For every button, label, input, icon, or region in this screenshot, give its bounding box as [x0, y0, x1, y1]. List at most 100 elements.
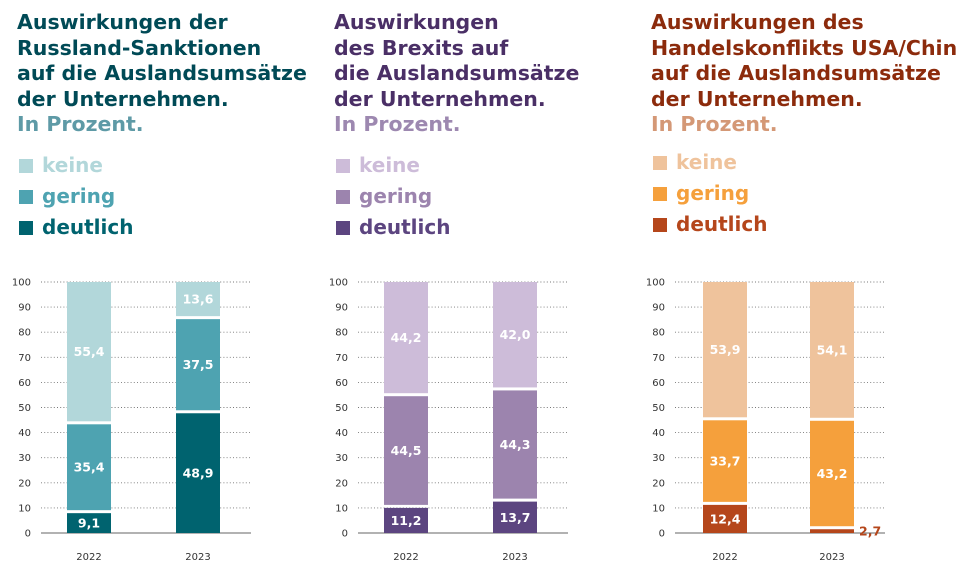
- chart-subtitle: In Prozent.: [17, 112, 144, 136]
- bar-segment-gering: [493, 390, 537, 499]
- bar-segment-deutlich: [176, 413, 220, 533]
- y-tick-label: 20: [335, 478, 348, 489]
- bar-segment-gering: [176, 319, 220, 411]
- legend-label: deutlich: [676, 212, 768, 236]
- legend-item-keine: keine: [334, 153, 594, 184]
- legend-swatch-icon: [336, 221, 350, 235]
- legend-item-gering: gering: [334, 184, 594, 215]
- chart-title: Auswirkungen der Russland-Sanktionen auf…: [17, 10, 317, 138]
- chart-title: Auswirkungen des Handelskonflikts USA/Ch…: [651, 10, 957, 138]
- y-tick-label: 70: [652, 353, 665, 364]
- data-label: 44,3: [500, 437, 531, 452]
- bar-segment-keine: [384, 282, 428, 394]
- data-label: 9,1: [78, 516, 100, 531]
- legend-label: gering: [676, 181, 750, 205]
- data-label: 13,6: [183, 292, 214, 307]
- y-tick-label: 0: [659, 529, 665, 540]
- legend-label: keine: [42, 153, 103, 177]
- title-line: der Unternehmen.: [651, 86, 863, 111]
- data-label: 53,9: [710, 342, 741, 357]
- y-tick-label: 70: [18, 353, 31, 364]
- data-label: 54,1: [817, 342, 848, 357]
- stacked-bar-chart: 0 10 20 30 40 50 60 70 80 90 100 12,4 33,7 53,9 2022 2,…: [646, 278, 885, 563]
- chart-title: Auswirkungen des Brexits auf die Ausland…: [334, 10, 634, 138]
- title-line: Auswirkungen des: [651, 10, 864, 34]
- bar-segment-deutlich: [67, 513, 111, 533]
- title-line: Auswirkungen: [334, 10, 499, 34]
- legend-swatch-icon: [19, 159, 33, 173]
- y-tick-label: 20: [18, 478, 31, 489]
- legend-item-keine: keine: [651, 150, 911, 181]
- bar-segment-gering: [67, 424, 111, 511]
- legend: keine gering deutlich: [17, 153, 277, 246]
- data-label: 55,4: [74, 344, 105, 359]
- y-tick-label: 30: [652, 453, 665, 464]
- legend-item-deutlich: deutlich: [334, 215, 594, 246]
- bar-segment-keine: [176, 282, 220, 317]
- legend-swatch-icon: [19, 190, 33, 204]
- title-line: die Auslandsumsätze: [334, 61, 580, 85]
- legend-item-gering: gering: [17, 184, 277, 215]
- bar-segment-gering: [384, 396, 428, 505]
- data-label: 43,2: [817, 466, 848, 481]
- y-tick-label: 40: [335, 428, 348, 439]
- bar-segment-keine: [810, 282, 854, 418]
- y-tick-label: 20: [652, 478, 665, 489]
- bar-segment-deutlich: [810, 529, 854, 533]
- data-label: 44,5: [391, 443, 422, 458]
- y-tick-label: 10: [652, 503, 665, 514]
- bar-segment-keine: [67, 282, 111, 422]
- y-tick-label: 90: [18, 303, 31, 314]
- data-label: 12,4: [710, 511, 741, 526]
- legend: keine gering deutlich: [651, 150, 911, 243]
- y-tick-label: 100: [12, 278, 31, 289]
- y-tick-label: 40: [652, 428, 665, 439]
- y-tick-label: 60: [652, 378, 665, 389]
- data-label: 33,7: [710, 454, 741, 469]
- x-tick-label: 2023: [502, 552, 527, 563]
- title-line: des Brexits auf: [334, 35, 509, 60]
- y-tick-label: 50: [335, 403, 348, 414]
- chart-subtitle: In Prozent.: [651, 112, 778, 136]
- legend-label: deutlich: [359, 215, 451, 239]
- data-label: 11,2: [391, 513, 422, 528]
- legend-swatch-icon: [336, 159, 350, 173]
- legend-swatch-icon: [336, 190, 350, 204]
- bar-segment-keine: [493, 282, 537, 388]
- bar-segment-gering: [703, 420, 747, 502]
- y-tick-label: 80: [335, 328, 348, 339]
- title-line: Russland-Sanktionen: [17, 35, 262, 60]
- title-line: auf die Auslandsumsätze: [17, 61, 307, 85]
- chart-panel-russia: Auswirkungen der Russland-Sanktionen auf…: [12, 0, 317, 572]
- y-tick-label: 40: [18, 428, 31, 439]
- legend-label: gering: [42, 184, 116, 208]
- title-line: der Unternehmen.: [334, 86, 546, 111]
- data-label: 2,7: [859, 524, 881, 539]
- y-tick-label: 0: [25, 529, 31, 540]
- y-tick-label: 0: [342, 529, 348, 540]
- data-label: 44,2: [391, 330, 422, 345]
- legend-label: gering: [359, 184, 433, 208]
- y-tick-label: 90: [335, 303, 348, 314]
- y-tick-label: 50: [652, 403, 665, 414]
- legend-item-keine: keine: [17, 153, 277, 184]
- title-line: der Unternehmen.: [17, 86, 229, 111]
- y-tick-label: 50: [18, 403, 31, 414]
- chart-panel-brexit: Auswirkungen des Brexits auf die Ausland…: [329, 0, 634, 572]
- y-tick-label: 100: [329, 278, 348, 289]
- legend-swatch-icon: [653, 218, 667, 232]
- legend-item-gering: gering: [651, 181, 911, 212]
- data-label: 37,5: [183, 357, 214, 372]
- bar-segment-gering: [810, 420, 854, 527]
- title-line: Auswirkungen der: [17, 10, 228, 34]
- bar-segment-deutlich: [703, 504, 747, 533]
- x-tick-label: 2023: [185, 552, 210, 563]
- y-tick-label: 30: [335, 453, 348, 464]
- y-tick-label: 80: [18, 328, 31, 339]
- x-tick-label: 2022: [712, 552, 737, 563]
- title-line: Handelskonflikts USA/China: [651, 35, 957, 60]
- chart-subtitle: In Prozent.: [334, 112, 461, 136]
- data-label: 48,9: [183, 466, 214, 481]
- y-tick-label: 90: [652, 303, 665, 314]
- stacked-bar-chart: 0 10 20 30 40 50 60 70 80 90 100 9,1 35,4 55,4 2022 48,…: [12, 278, 251, 563]
